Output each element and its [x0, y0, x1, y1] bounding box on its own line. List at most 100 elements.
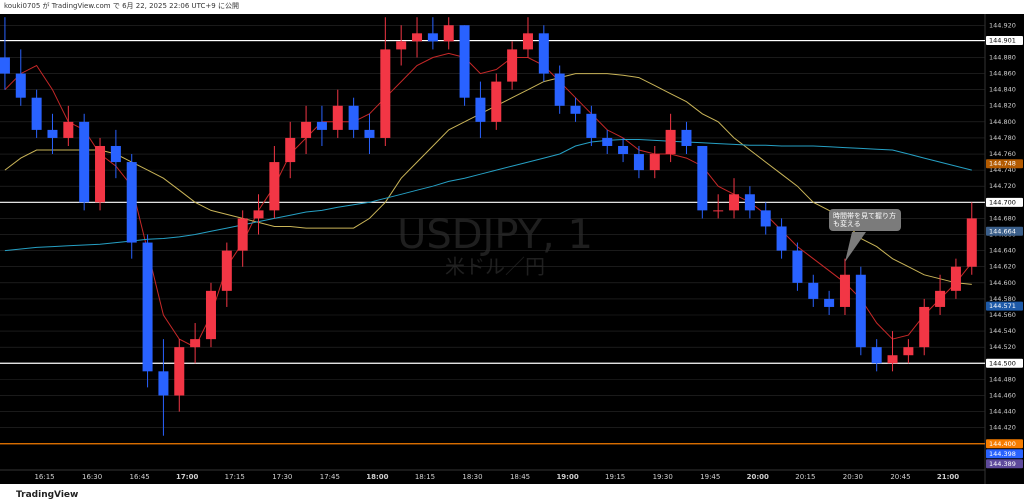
candle-body — [380, 49, 391, 138]
y-tick-label: 144.820 — [989, 102, 1016, 110]
candle-body — [633, 154, 644, 171]
y-tick-label: 144.520 — [989, 343, 1016, 351]
price-badge-label: 144.500 — [989, 359, 1016, 367]
candle-body — [935, 290, 946, 307]
price-badge-label: 144.700 — [989, 198, 1016, 206]
candle-body — [95, 145, 106, 203]
x-tick-label: 21:00 — [937, 473, 959, 481]
y-tick-label: 144.480 — [989, 375, 1016, 383]
x-tick-label: 17:00 — [176, 473, 198, 481]
y-tick-label: 144.800 — [989, 118, 1016, 126]
x-tick-label: 20:30 — [843, 473, 863, 481]
x-tick-label: 17:45 — [320, 473, 340, 481]
y-tick-label: 144.560 — [989, 311, 1016, 319]
candle-body — [412, 33, 423, 42]
candle-body — [332, 105, 343, 130]
callout-pointer — [845, 232, 866, 262]
candle-body — [522, 33, 533, 50]
price-badge — [986, 449, 1023, 459]
moving-average — [4, 52, 973, 348]
price-badge — [986, 301, 1023, 311]
moving-average — [4, 73, 972, 285]
candle-body — [649, 154, 660, 171]
y-tick-label: 144.840 — [989, 86, 1016, 94]
candle-body — [602, 137, 613, 146]
candle-body — [142, 242, 153, 372]
publish-header: kouki0705 が TradingView.com で 6月 22, 202… — [4, 2, 239, 10]
y-tick-label: 144.540 — [989, 327, 1016, 335]
candle-body — [491, 81, 502, 122]
candle-body — [570, 105, 581, 114]
candle-body — [31, 97, 42, 130]
y-tick-label: 144.640 — [989, 247, 1016, 255]
candle-body — [15, 73, 26, 98]
candle-body — [966, 218, 977, 267]
candle-body — [269, 162, 280, 211]
price-badge — [986, 439, 1023, 449]
candle-body — [63, 121, 74, 138]
candle-body — [855, 274, 866, 348]
y-tick-label: 144.920 — [989, 21, 1016, 29]
candle-body — [729, 194, 740, 211]
candle-body — [776, 226, 787, 251]
candle-body — [396, 41, 407, 50]
x-tick-label: 20:15 — [795, 473, 815, 481]
x-tick-label: 19:15 — [605, 473, 625, 481]
candle-body — [110, 145, 121, 163]
candle-body — [443, 25, 454, 42]
price-badge-label: 144.571 — [989, 302, 1016, 310]
footer-logo: TradingView — [16, 490, 79, 500]
candle-body — [158, 371, 169, 396]
candle-body — [47, 129, 58, 138]
candle-body — [554, 73, 565, 106]
candle-body — [744, 194, 755, 211]
x-tick-label: 16:30 — [82, 473, 102, 481]
price-badge-label: 144.389 — [989, 460, 1016, 468]
candle-body — [618, 145, 629, 155]
price-badge — [986, 226, 1023, 236]
candle-body — [427, 33, 438, 42]
candle-body — [205, 290, 216, 340]
price-badge — [986, 358, 1023, 368]
candle-body — [174, 347, 185, 396]
y-tick-label: 144.420 — [989, 424, 1016, 432]
candle-body — [824, 298, 835, 307]
x-tick-label: 18:45 — [510, 473, 530, 481]
watermark-symbol: USDJPY, 1 — [397, 212, 593, 258]
price-badge-label: 144.748 — [989, 160, 1016, 168]
candle-body — [586, 113, 597, 138]
x-tick-label: 17:15 — [225, 473, 245, 481]
candle-body — [792, 250, 803, 283]
x-tick-label: 20:45 — [890, 473, 910, 481]
candle-body — [919, 306, 930, 348]
candle-body — [0, 57, 10, 74]
y-tick-label: 144.880 — [989, 53, 1016, 61]
annotation: 時間帯を見て握り方も変える — [829, 209, 901, 231]
x-tick-label: 20:00 — [747, 473, 769, 481]
y-tick-label: 144.620 — [989, 263, 1016, 271]
candle-body — [364, 129, 375, 138]
candle-body — [285, 137, 296, 163]
candle-body — [681, 129, 692, 146]
candle-body — [538, 33, 549, 74]
candle-body — [221, 250, 232, 291]
moving-average — [4, 139, 972, 252]
candle-body — [697, 145, 708, 211]
price-badge-label: 144.400 — [989, 440, 1016, 448]
y-tick-label: 144.740 — [989, 166, 1016, 174]
candle-body — [348, 105, 359, 130]
candle-body — [459, 25, 470, 98]
price-badge — [986, 36, 1023, 46]
y-tick-label: 144.580 — [989, 295, 1016, 303]
y-tick-label: 144.460 — [989, 391, 1016, 399]
price-badge-label: 144.664 — [989, 227, 1016, 235]
candle-body — [887, 355, 898, 364]
x-tick-label: 17:30 — [272, 473, 292, 481]
candle-body — [665, 129, 676, 155]
candle-body — [126, 162, 137, 243]
x-tick-label: 16:15 — [34, 473, 54, 481]
price-badge — [986, 197, 1023, 207]
candle-body — [903, 347, 914, 356]
candle-body — [190, 339, 201, 348]
